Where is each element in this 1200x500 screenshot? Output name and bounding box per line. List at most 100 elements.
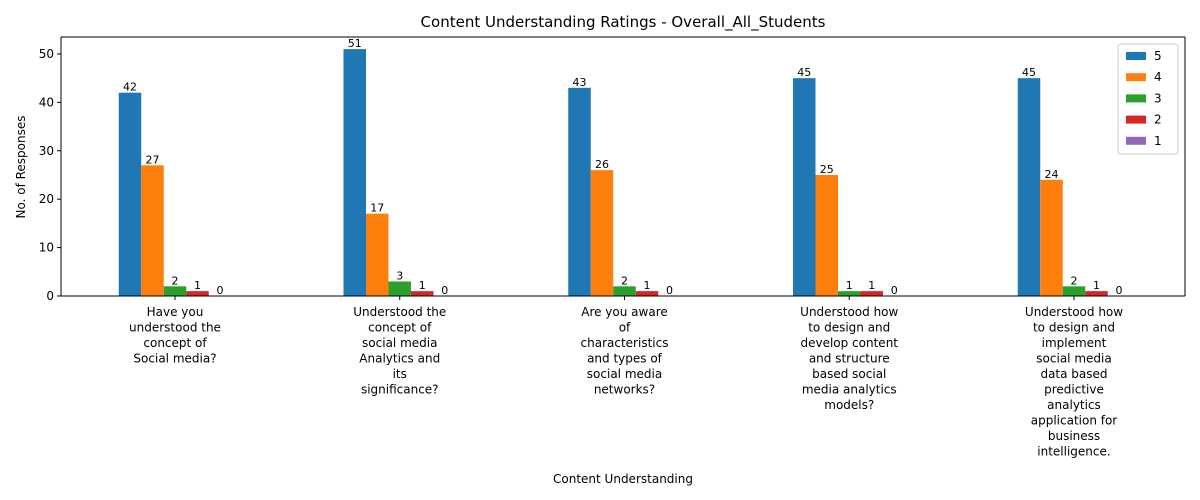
bar-series-3-cat-5: [1062, 286, 1086, 296]
x-axis-label: Content Understanding: [553, 472, 693, 486]
data-label: 2: [172, 274, 179, 287]
data-label: 2: [1071, 274, 1078, 287]
y-tick-label: 0: [46, 289, 54, 303]
data-label: 17: [370, 202, 384, 215]
data-label: 45: [1022, 66, 1036, 79]
bar-series-2-cat-1: [186, 291, 209, 296]
x-tick-label-line: significance?: [361, 383, 439, 397]
data-label: 1: [1093, 279, 1100, 292]
legend-swatch-3: [1126, 94, 1146, 103]
bar-series-5-cat-2: [343, 49, 366, 297]
bar-series-5-cat-5: [1017, 78, 1041, 296]
x-tick-label-line: implement: [1042, 336, 1107, 350]
data-label: 27: [146, 153, 160, 166]
x-tick-label-line: networks?: [594, 383, 655, 397]
data-label: 1: [194, 279, 201, 292]
data-label: 25: [820, 163, 834, 176]
bar-series-4-cat-1: [141, 165, 164, 296]
x-tick-label-line: business: [1048, 429, 1100, 443]
data-label: 42: [123, 81, 137, 94]
y-tick-label: 50: [39, 47, 54, 61]
x-tick-label-line: concept of: [143, 336, 207, 350]
data-label: 26: [595, 158, 609, 171]
bar-series-4-cat-3: [590, 170, 614, 296]
bar-series-5-cat-3: [568, 87, 591, 296]
bar-series-4-cat-5: [1040, 179, 1063, 296]
bar-series-2-cat-2: [411, 291, 434, 296]
chart-title: Content Understanding Ratings - Overall_…: [421, 13, 826, 32]
x-tick-label-line: and structure: [809, 352, 890, 366]
data-label: 2: [621, 274, 628, 287]
x-tick-label-line: Understood the: [353, 305, 446, 319]
legend-box: [1117, 43, 1179, 155]
bar-series-3-cat-4: [838, 291, 861, 296]
bar-series-3-cat-3: [613, 286, 636, 296]
x-tick-label-line: to design and: [1033, 321, 1115, 335]
x-tick-label-line: Analytics and: [359, 352, 440, 366]
y-axis-label: No. of Responses: [14, 115, 28, 218]
x-tick-label: Understood the concept of social media Anal…: [353, 305, 446, 397]
bar-series-4-cat-2: [366, 213, 389, 296]
data-label: 0: [891, 284, 898, 297]
x-tick-label-line: media analytics: [802, 383, 897, 397]
data-label: 51: [348, 37, 362, 50]
x-tick-label-line: of: [619, 321, 631, 335]
x-tick-label: Understood how to design and develop conte…: [800, 305, 898, 412]
y-tick-label: 20: [39, 192, 54, 206]
x-tick-label-line: Social media?: [133, 352, 216, 366]
x-tick-label-line: and types of: [587, 352, 663, 366]
x-tick-label-line: social media: [587, 367, 662, 381]
legend-swatch-1: [1126, 136, 1146, 145]
x-tick-label-line: characteristics: [581, 336, 669, 350]
bar-series-5-cat-4: [793, 78, 816, 296]
x-tick-label: Have you understood the concept of Social m…: [129, 305, 221, 366]
data-label: 0: [666, 284, 673, 297]
legend: 5 4 3 2 1: [1117, 43, 1179, 155]
bar-series-2-cat-3: [635, 291, 659, 296]
x-tick-label-line: based social: [812, 367, 886, 381]
legend-entry-3: 3: [1154, 91, 1162, 105]
data-label: 1: [868, 279, 875, 292]
legend-entry-4: 4: [1154, 70, 1162, 84]
data-label: 1: [419, 279, 426, 292]
x-tick-label-line: Have you: [147, 305, 204, 319]
legend-entry-5: 5: [1154, 49, 1162, 63]
data-label: 1: [644, 279, 651, 292]
data-label: 24: [1045, 168, 1059, 181]
x-tick-label-line: predictive: [1044, 383, 1104, 397]
legend-entry-1: 1: [1154, 134, 1162, 148]
x-tick-label: Understood how to design and implement soci…: [1025, 305, 1123, 459]
data-label: 1: [846, 279, 853, 292]
x-tick-label-line: models?: [824, 398, 874, 412]
x-tick-label-line: social media: [1036, 352, 1111, 366]
legend-swatch-5: [1126, 52, 1146, 60]
x-tick-label-line: analytics: [1047, 398, 1101, 412]
y-tick-label: 40: [39, 95, 54, 109]
data-label: 3: [396, 269, 403, 282]
x-tick-label-line: understood the: [129, 321, 221, 335]
data-label: 0: [1116, 284, 1123, 297]
x-tick-label-line: Are you aware: [581, 305, 668, 319]
bar-series-2-cat-5: [1085, 291, 1108, 296]
bar-series-3-cat-1: [163, 286, 187, 296]
x-tick-label-line: application for: [1031, 414, 1118, 428]
x-tick-label-line: social media: [362, 336, 437, 350]
legend-entry-2: 2: [1154, 113, 1162, 127]
data-label: 0: [441, 284, 448, 297]
x-tick-label-line: its: [393, 367, 407, 381]
data-label: 43: [573, 76, 587, 89]
x-tick-label-line: Understood how: [1025, 305, 1123, 319]
y-tick-label: 10: [39, 241, 54, 255]
x-tick-label-line: develop content: [800, 336, 898, 350]
bar-series-2-cat-4: [860, 291, 883, 296]
data-label: 0: [217, 284, 224, 297]
x-tick-label-line: concept of: [368, 321, 432, 335]
x-tick-label-line: to design and: [808, 321, 890, 335]
bar-series-3-cat-2: [388, 281, 411, 296]
x-tick-label: Are you aware of characteristics and types …: [581, 305, 669, 397]
x-tick-label-line: intelligence.: [1037, 445, 1110, 459]
x-tick-label-line: data based: [1040, 367, 1107, 381]
legend-swatch-4: [1126, 73, 1146, 82]
